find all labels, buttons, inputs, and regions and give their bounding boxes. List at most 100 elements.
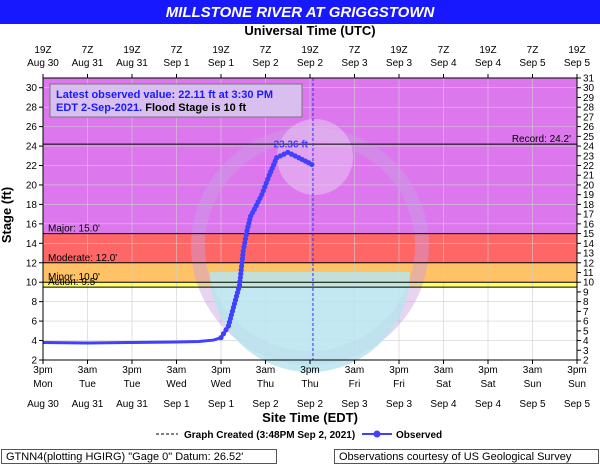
x-tick-top-label: 19Z bbox=[390, 45, 407, 56]
x-tick-label: Thu bbox=[257, 379, 274, 390]
threshold-label: Moderate: 12.0' bbox=[48, 253, 117, 264]
x-tick-top-label: Sep 1 bbox=[208, 58, 235, 69]
axis-ticks: 2468101214161820222426283023456789101112… bbox=[26, 45, 595, 410]
x-tick-label: Sat bbox=[436, 379, 451, 390]
y-tick-label-right: 5 bbox=[583, 326, 589, 337]
x-tick-label: Sep 3 bbox=[386, 399, 413, 410]
x-tick-label: 3am bbox=[345, 365, 364, 376]
y-tick-label: 26 bbox=[26, 122, 38, 133]
chart-title: MILLSTONE RIVER AT GRIGGSTOWN bbox=[166, 4, 436, 21]
x-tick-label: Sep 4 bbox=[475, 399, 502, 410]
x-tick-top-label: 7Z bbox=[171, 45, 183, 56]
x-axis-title: Site Time (EDT) bbox=[262, 410, 358, 425]
x-tick-label: Aug 31 bbox=[72, 399, 104, 410]
x-tick-label: Sep 2 bbox=[297, 399, 324, 410]
y-tick-label: 2 bbox=[31, 356, 37, 367]
x-tick-top-label: Aug 31 bbox=[72, 58, 104, 69]
observed-point bbox=[220, 331, 227, 337]
x-tick-label: Sat bbox=[480, 379, 495, 390]
latest-observed-line1: Latest observed value: 22.11 ft at 3:30 … bbox=[56, 89, 273, 101]
legend-graph-created: Graph Created bbox=[184, 430, 253, 441]
x-tick-top-label: 19Z bbox=[479, 45, 496, 56]
x-tick-top-label: 19Z bbox=[212, 45, 229, 56]
y-tick-label: 28 bbox=[26, 103, 38, 114]
y-tick-label: 14 bbox=[26, 239, 38, 250]
x-tick-top-label: Sep 5 bbox=[519, 58, 546, 69]
y-tick-label-right: 13 bbox=[583, 249, 595, 260]
x-tick-label: 3pm bbox=[33, 365, 52, 376]
x-tick-label: Mon bbox=[33, 379, 52, 390]
x-tick-label: Aug 31 bbox=[116, 399, 148, 410]
watermark-logo bbox=[277, 119, 353, 195]
y-tick-label-right: 26 bbox=[583, 122, 595, 133]
observed-point bbox=[239, 256, 246, 262]
x-tick-label: 3pm bbox=[300, 365, 319, 376]
x-tick-top-label: Aug 30 bbox=[27, 58, 59, 69]
x-tick-label: Tue bbox=[124, 379, 141, 390]
y-tick-label-right: 14 bbox=[583, 239, 595, 250]
y-tick-label-right: 31 bbox=[583, 74, 595, 85]
y-tick-label-right: 28 bbox=[583, 103, 595, 114]
observed-point bbox=[239, 263, 245, 269]
y-tick-label-right: 30 bbox=[583, 83, 595, 94]
y-tick-label: 6 bbox=[31, 317, 37, 328]
y-tick-label-right: 18 bbox=[583, 200, 595, 211]
y-tick-label-right: 22 bbox=[583, 161, 595, 172]
x-tick-top-label: Sep 4 bbox=[475, 58, 502, 69]
y-tick-label-right: 19 bbox=[583, 190, 595, 201]
x-tick-label: Thu bbox=[301, 379, 318, 390]
observed-point bbox=[238, 271, 244, 277]
y-tick-label-right: 16 bbox=[583, 219, 595, 230]
x-tick-label: Fri bbox=[393, 379, 405, 390]
x-tick-top-label: Sep 3 bbox=[386, 58, 413, 69]
svg-text:EDT 2-Sep-2021. Flood Stage is: EDT 2-Sep-2021. Flood Stage is 10 ft bbox=[56, 102, 246, 114]
svg-text:Graph Created (3:48PM Se: Graph Created (3:48PM Sep 2, 2021) bbox=[184, 430, 355, 441]
x-tick-label: 3am bbox=[78, 365, 97, 376]
x-tick-label: 3pm bbox=[567, 365, 586, 376]
observed-point bbox=[242, 236, 249, 242]
x-tick-label: 3pm bbox=[211, 365, 230, 376]
x-tick-top-label: Aug 31 bbox=[116, 58, 148, 69]
observed-point bbox=[309, 161, 315, 168]
x-tick-top-label: Sep 5 bbox=[564, 58, 591, 69]
y-tick-label-right: 29 bbox=[583, 93, 595, 104]
y-tick-label-right: 11 bbox=[583, 268, 594, 279]
y-tick-label: 16 bbox=[26, 219, 38, 230]
y-tick-label: 24 bbox=[26, 142, 38, 153]
x-tick-label: Sep 1 bbox=[208, 399, 235, 410]
observed-point bbox=[238, 267, 244, 273]
legend-observed: Observed bbox=[396, 430, 442, 441]
y-tick-label-right: 17 bbox=[583, 210, 595, 221]
y-tick-label-right: 15 bbox=[583, 229, 595, 240]
x-tick-label: Sep 1 bbox=[163, 399, 190, 410]
y-tick-label: 12 bbox=[26, 258, 38, 269]
x-tick-top-label: Sep 2 bbox=[297, 58, 324, 69]
x-tick-label: Sep 2 bbox=[252, 399, 279, 410]
y-tick-label-right: 20 bbox=[583, 180, 595, 191]
y-tick-label: 10 bbox=[26, 278, 38, 289]
usgs-text: Observations courtesy of US Geological S… bbox=[339, 451, 572, 463]
x-tick-top-label: 19Z bbox=[301, 45, 318, 56]
x-tick-top-label: 7Z bbox=[527, 45, 539, 56]
latest-observed-box: Latest observed value: 22.11 ft at 3:30 … bbox=[49, 83, 303, 118]
y-tick-label-right: 25 bbox=[583, 132, 595, 143]
latest-observed-date: EDT 2-Sep-2021. bbox=[56, 102, 142, 114]
x-tick-top-label: 19Z bbox=[568, 45, 585, 56]
x-tick-label: 3am bbox=[523, 365, 542, 376]
legend: Graph Created (3:48PM Sep 2, 2021) Obser… bbox=[156, 430, 442, 441]
threshold-label: Record: 24.2' bbox=[512, 134, 571, 145]
observed-point bbox=[240, 248, 246, 254]
x-tick-top-label: 7Z bbox=[438, 45, 450, 56]
y-tick-label: 4 bbox=[31, 336, 37, 347]
y-tick-label-right: 3 bbox=[583, 346, 589, 357]
y-tick-label-right: 6 bbox=[583, 317, 589, 328]
x-tick-label: Sun bbox=[524, 379, 542, 390]
observed-point bbox=[242, 240, 248, 246]
x-tick-top-label: 7Z bbox=[349, 45, 361, 56]
y-tick-label-right: 24 bbox=[583, 142, 595, 153]
x-tick-top-label: 7Z bbox=[260, 45, 272, 56]
x-tick-label: 3am bbox=[167, 365, 186, 376]
noaa-logo-watermark bbox=[191, 119, 429, 372]
y-tick-label: 20 bbox=[26, 180, 38, 191]
x-tick-top-label: 19Z bbox=[123, 45, 140, 56]
